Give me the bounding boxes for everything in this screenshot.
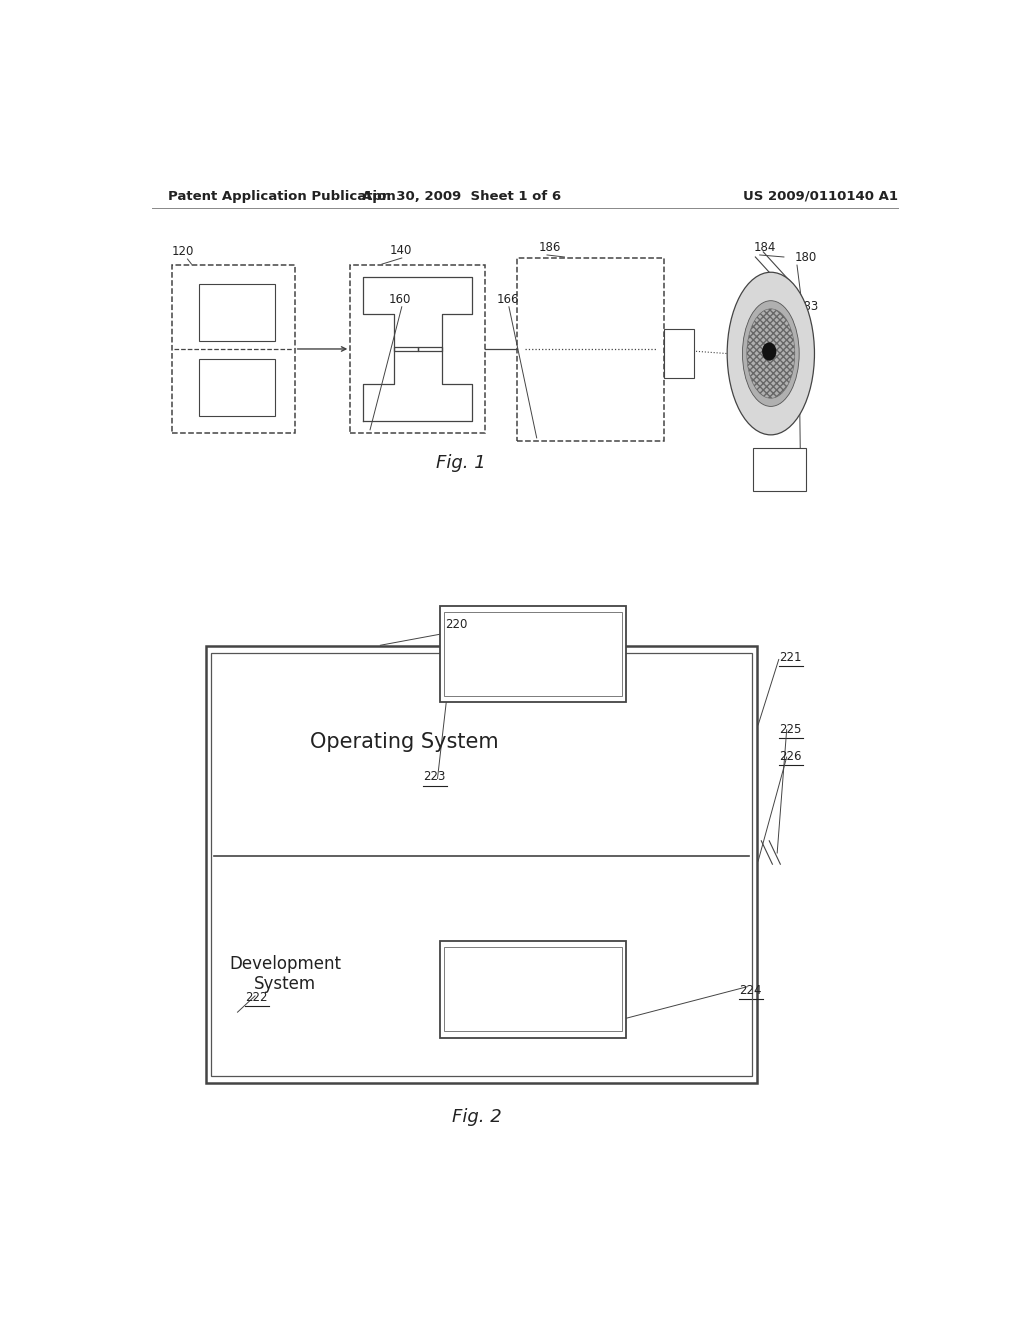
Bar [754, 447, 806, 491]
Text: 140: 140 [390, 244, 413, 257]
Text: 224: 224 [739, 983, 762, 997]
Bar [664, 329, 694, 378]
Text: Apr. 30, 2009  Sheet 1 of 6: Apr. 30, 2009 Sheet 1 of 6 [361, 190, 561, 202]
Text: Fig. 1: Fig. 1 [436, 454, 486, 473]
Text: 186: 186 [539, 242, 561, 253]
Text: Operating System: Operating System [310, 733, 499, 752]
Bar [211, 653, 752, 1076]
Bar [517, 257, 664, 441]
Text: 226: 226 [778, 750, 801, 763]
Bar [206, 647, 758, 1084]
Text: 184: 184 [754, 242, 776, 253]
Text: 180: 180 [795, 251, 817, 264]
Bar [350, 265, 485, 433]
Bar [199, 284, 275, 341]
Circle shape [762, 342, 776, 360]
Text: 223: 223 [423, 771, 445, 784]
Text: 166: 166 [497, 293, 519, 306]
Text: 220: 220 [445, 618, 468, 631]
Ellipse shape [727, 272, 814, 434]
Text: Development
System: Development System [229, 954, 341, 994]
Bar [443, 611, 623, 696]
Text: 221: 221 [778, 651, 801, 664]
Bar [440, 606, 627, 702]
Text: 160: 160 [388, 293, 411, 306]
Bar [199, 359, 275, 416]
Text: US 2009/0110140 A1: US 2009/0110140 A1 [742, 190, 898, 202]
Text: 225: 225 [778, 723, 801, 735]
Text: 183: 183 [797, 300, 819, 313]
Ellipse shape [742, 301, 799, 407]
Bar [172, 265, 295, 433]
Bar [440, 941, 627, 1038]
Text: 222: 222 [246, 991, 268, 1005]
Text: Fig. 2: Fig. 2 [453, 1107, 502, 1126]
Text: 120: 120 [172, 246, 194, 257]
Bar [443, 948, 623, 1031]
Text: Patent Application Publication: Patent Application Publication [168, 190, 395, 202]
